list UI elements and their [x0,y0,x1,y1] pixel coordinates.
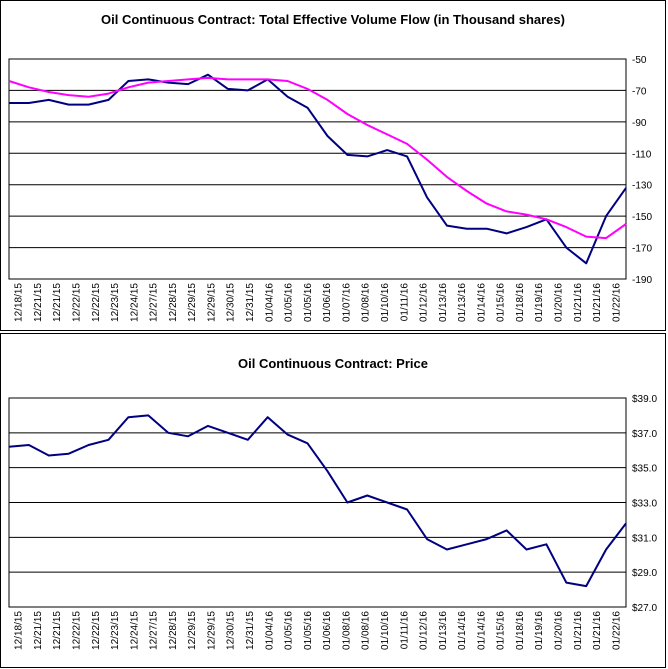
volume-x-tick-label: 01/11/16 [399,283,410,322]
volume-x-tick-label: 01/15/16 [496,283,507,322]
price-x-tick-label: 01/12/16 [419,611,430,650]
volume-flow-chart-title: Oil Continuous Contract: Total Effective… [101,12,565,27]
price-x-tick-label: 01/21/16 [573,611,584,650]
volume-x-tick-label: 12/28/15 [168,283,179,322]
price-x-tick-label: 12/21/15 [33,611,44,650]
price-x-tick-label: 01/05/16 [303,611,314,650]
volume-x-tick-label: 12/29/15 [206,283,217,322]
price-chart-title: Oil Continuous Contract: Price [238,356,428,371]
price-x-tick-label: 01/10/16 [380,611,391,650]
price-y-tick-label: $29.0 [632,568,657,579]
volume-x-tick-label: 01/13/16 [438,283,449,322]
volume-x-tick-label: 12/21/15 [33,283,44,322]
price-x-tick-label: 01/11/16 [399,611,410,650]
price-series-line-0 [8,414,627,588]
volume-x-tick-label: 01/18/16 [515,283,526,322]
volume-x-tick-label: 12/23/15 [110,283,121,322]
volume-series-line-1 [8,76,627,240]
price-x-tick-label: 01/08/16 [341,611,352,650]
price-x-tick-label: 01/05/16 [284,611,295,650]
price-x-tick-label: 12/28/15 [168,611,179,650]
volume-x-tick-label: 12/18/15 [14,283,25,322]
volume-y-tick-label: -170 [632,244,652,255]
price-x-tick-label: 01/18/16 [515,611,526,650]
volume-x-tick-label: 01/19/16 [534,283,545,322]
volume-x-tick-label: 01/08/16 [361,283,372,322]
price-chart-svg: $27.0 $29.0 $31.0 $33.0 $35.0 $37.0 $39.0 12/18… [8,394,657,650]
price-x-tick-label: 12/18/15 [14,611,25,650]
price-y-tick-label: $39.0 [632,394,657,405]
volume-y-tick-label: -70 [632,86,647,97]
volume-x-tick-label: 01/22/16 [611,283,622,322]
volume-x-tick-label: 01/04/16 [264,283,275,322]
volume-x-tick-label: 01/06/16 [322,283,333,322]
price-x-tick-label: 01/08/16 [361,611,372,650]
price-x-tick-label: 01/14/16 [457,611,468,650]
price-x-tick-label: 01/19/16 [534,611,545,650]
price-x-tick-label: 12/24/15 [129,611,140,650]
volume-x-tick-label: 12/29/15 [187,283,198,322]
volume-x-tick-label: 01/14/16 [476,283,487,322]
volume-y-tick-label: -50 [632,55,647,66]
volume-y-tick-label: -130 [632,181,652,192]
volume-x-tick-label: 01/21/16 [573,283,584,322]
volume-x-tick-label: 12/22/15 [71,283,82,322]
price-x-tick-label: 12/22/15 [91,611,102,650]
price-x-tick-label: 01/20/16 [554,611,565,650]
volume-x-tick-label: 01/05/16 [284,283,295,322]
price-x-tick-label: 12/29/15 [187,611,198,650]
price-x-tick-label: 12/31/15 [245,611,256,650]
volume-x-tick-label: 12/30/15 [226,283,237,322]
volume-x-tick-label: 12/27/15 [149,283,160,322]
volume-x-tick-label: 01/07/16 [341,283,352,322]
price-x-tick-label: 01/14/16 [476,611,487,650]
volume-x-tick-label: 01/12/16 [419,283,430,322]
volume-x-tick-label: 01/20/16 [554,283,565,322]
price-y-tick-label: $27.0 [632,603,657,614]
price-x-tick-label: 12/27/15 [149,611,160,650]
volume-y-tick-label: -110 [632,149,652,160]
volume-x-tick-label: 12/22/15 [91,283,102,322]
volume-flow-chart-svg: -50 -70 -90 -110 -130 -150 -170 -190 12/18/15 12/… [8,55,652,322]
price-x-tick-label: 01/21/16 [592,611,603,650]
price-plot-area [8,397,627,608]
price-x-tick-label: 12/22/15 [71,611,82,650]
price-x-tick-label: 01/06/16 [322,611,333,650]
volume-x-tick-label: 12/21/15 [52,283,63,322]
volume-x-tick-label: 01/10/16 [380,283,391,322]
price-x-tick-label: 12/29/15 [206,611,217,650]
volume-x-tick-label: 01/21/16 [592,283,603,322]
price-x-tick-label: 01/13/16 [438,611,449,650]
volume-y-tick-label: -90 [632,118,647,129]
price-x-tick-label: 12/21/15 [52,611,63,650]
volume-x-tick-label: 12/24/15 [129,283,140,322]
volume-x-tick-label: 01/05/16 [303,283,314,322]
volume-x-tick-label: 01/13/16 [457,283,468,322]
volume-y-tick-label: -150 [632,212,652,223]
volume-y-tick-label: -190 [632,275,652,286]
price-x-tick-label: 01/15/16 [496,611,507,650]
price-y-tick-label: $31.0 [632,533,657,544]
volume-plot-area [8,58,627,280]
price-y-tick-label: $33.0 [632,499,657,510]
price-x-tick-label: 01/04/16 [264,611,275,650]
price-x-tick-label: 01/22/16 [611,611,622,650]
price-y-tick-label: $35.0 [632,464,657,475]
volume-series-line-0 [9,73,627,265]
volume-x-tick-label: 12/31/15 [245,283,256,322]
volume-flow-chart-panel: Oil Continuous Contract: Total Effective… [0,0,666,331]
price-y-tick-label: $37.0 [632,429,657,440]
price-x-tick-label: 12/30/15 [226,611,237,650]
price-x-tick-label: 12/23/15 [110,611,121,650]
price-chart-panel: Oil Continuous Contract: Price $27.0 $29.… [0,333,666,668]
